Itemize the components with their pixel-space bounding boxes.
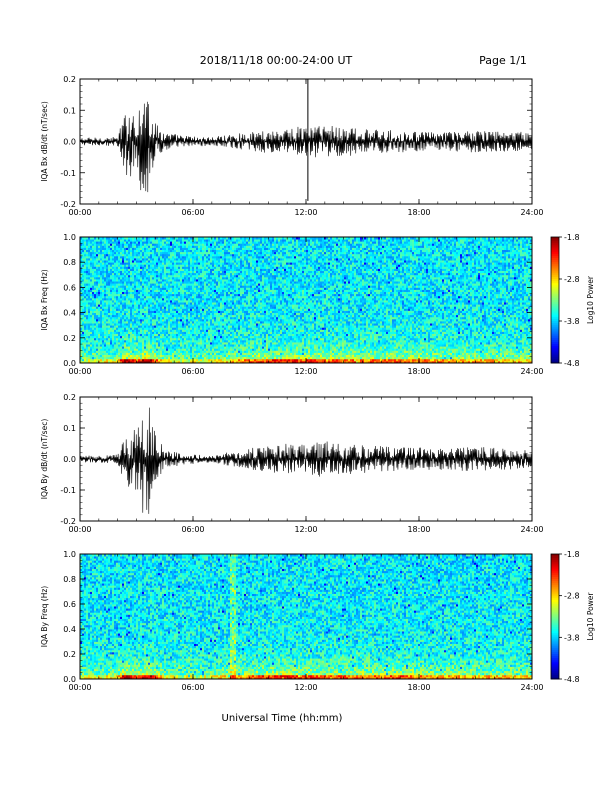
x-tick-label: 12:00 [294, 525, 317, 534]
panel-1: 00:00 06:00 12:00 18:00 24:00 0.2 0.1 0.0 -0.1 -0… [40, 75, 544, 217]
y-tick-label: -0.1 [60, 169, 76, 178]
colorbar-label: Log10 Power [586, 275, 595, 324]
heatmap-cells-4 [80, 554, 533, 680]
colorbar-tick-label: -2.8 [564, 275, 580, 284]
x-tick-label: 24:00 [520, 683, 543, 692]
x-tick-label: 00:00 [68, 525, 91, 534]
y-tick-label: 0.8 [63, 258, 76, 267]
x-tick-label: 18:00 [407, 208, 430, 217]
panel-2: -1.8 -2.8 -3.8 -4.8 Log10 Power 00:00 06:00 12:… [40, 233, 595, 376]
x-tick-label: 24:00 [520, 525, 543, 534]
y-tick-label: -0.1 [60, 486, 76, 495]
colorbar-tick-label: -2.8 [564, 592, 580, 601]
x-tick-label: 18:00 [407, 367, 430, 376]
y-axis-label-4: IQA By Freq (Hz) [40, 586, 49, 648]
y-tick-label: 0.6 [63, 283, 76, 292]
x-tick-label: 06:00 [181, 367, 204, 376]
y-tick-label: 0.0 [63, 455, 76, 464]
x-tick-label: 18:00 [407, 525, 430, 534]
y-tick-label: 0.6 [63, 600, 76, 609]
y-tick-label: -0.2 [60, 517, 76, 526]
series-line-1 [79, 101, 533, 193]
page-indicator: Page 1/1 [479, 54, 527, 67]
y-tick-label: 1.0 [63, 550, 76, 559]
panel-3: 00:00 06:00 12:00 18:00 24:00 0.2 0.1 0.0 -0.1 -0… [40, 393, 544, 534]
colorbar-tick-label: -4.8 [564, 675, 580, 684]
y-tick-label: 0.2 [63, 334, 76, 343]
x-tick-label: 00:00 [68, 367, 91, 376]
y-tick-label: 0.1 [63, 106, 76, 115]
y-tick-label: 0.4 [63, 625, 76, 634]
x-tick-label: 06:00 [181, 208, 204, 217]
y-axis-label-3: IQA By dB/dt (nT/sec) [40, 419, 49, 500]
x-tick-label: 24:00 [520, 208, 543, 217]
y-tick-label: 0.4 [63, 309, 76, 318]
y-tick-label: 0.2 [63, 650, 76, 659]
colorbar-frame-4 [550, 553, 560, 680]
x-tick-label: 06:00 [181, 525, 204, 534]
heatmap-cells-2 [80, 237, 533, 364]
y-tick-label: 0.0 [63, 675, 76, 684]
colorbar-4: -1.8 -2.8 -3.8 -4.8 Log10 Power [550, 550, 595, 684]
colorbar-tick-label: -1.8 [564, 233, 580, 242]
panels: 00:00 06:00 12:00 18:00 24:00 0.2 0.1 0.0 -0.1 -0… [40, 75, 595, 692]
colorbar-tick-label: -3.8 [564, 633, 580, 642]
colorbar-2: -1.8 -2.8 -3.8 -4.8 Log10 Power [550, 233, 595, 368]
y-tick-label: 0.2 [63, 393, 76, 402]
x-tick-label: 12:00 [294, 683, 317, 692]
figure-title: 2018/11/18 00:00-24:00 UT [200, 54, 353, 67]
x-axis-title: Universal Time (hh:mm) [222, 713, 343, 724]
x-tick-label: 00:00 [68, 683, 91, 692]
y-tick-label: 0.1 [63, 424, 76, 433]
y-tick-label: 1.0 [63, 233, 76, 242]
colorbar-frame-2 [550, 236, 560, 364]
y-tick-label: 0.0 [63, 359, 76, 368]
y-axis-label-1: IQA Bx dB/dt (nT/sec) [40, 101, 49, 182]
panel-4: -1.8 -2.8 -3.8 -4.8 Log10 Power 00:00 06:00 12:… [40, 550, 595, 692]
x-tick-label: 18:00 [407, 683, 430, 692]
colorbar-tick-label: -4.8 [564, 359, 580, 368]
x-tick-label: 12:00 [294, 208, 317, 217]
y-tick-label: 0.2 [63, 75, 76, 84]
colorbar-tick-label: -3.8 [564, 317, 580, 326]
series-line-3 [79, 407, 533, 514]
y-tick-label: -0.2 [60, 200, 76, 209]
x-tick-label: 24:00 [520, 367, 543, 376]
colorbar-tick-label: -1.8 [564, 550, 580, 559]
x-tick-label: 00:00 [68, 208, 91, 217]
x-tick-label: 12:00 [294, 367, 317, 376]
colorbar-label: Log10 Power [586, 592, 595, 641]
y-tick-label: 0.8 [63, 575, 76, 584]
x-tick-label: 06:00 [181, 683, 204, 692]
y-tick-label: 0.0 [63, 138, 76, 147]
y-axis-label-2: IQA Bx Freq (Hz) [40, 269, 49, 331]
